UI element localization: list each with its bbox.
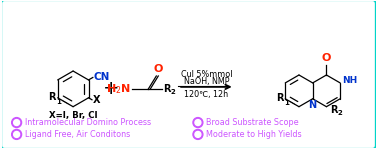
- Circle shape: [193, 129, 203, 139]
- Circle shape: [195, 120, 201, 125]
- Text: Ligand Free, Air Conditons: Ligand Free, Air Conditons: [25, 130, 130, 139]
- Circle shape: [14, 120, 20, 125]
- Circle shape: [12, 129, 22, 139]
- Text: R: R: [330, 105, 338, 115]
- Text: R: R: [48, 92, 56, 102]
- Text: CN: CN: [94, 72, 110, 83]
- Circle shape: [12, 118, 22, 128]
- Text: O: O: [322, 53, 331, 63]
- Text: X: X: [93, 95, 101, 105]
- Circle shape: [193, 118, 203, 128]
- Text: N: N: [308, 100, 316, 110]
- Text: X=I, Br, Cl: X=I, Br, Cl: [49, 111, 98, 120]
- Text: 2: 2: [170, 89, 175, 95]
- Text: NaOH, NMP: NaOH, NMP: [184, 77, 229, 86]
- Text: 1: 1: [56, 99, 61, 105]
- Text: Broad Substrate Scope: Broad Substrate Scope: [206, 118, 299, 127]
- Text: NH: NH: [342, 76, 357, 85]
- Text: Intramolecular Domino Process: Intramolecular Domino Process: [25, 118, 151, 127]
- Text: 120℃, 12h: 120℃, 12h: [184, 90, 228, 99]
- Text: Moderate to High Yields: Moderate to High Yields: [206, 130, 302, 139]
- Text: 1: 1: [284, 100, 289, 106]
- Text: +: +: [102, 79, 119, 98]
- Text: O: O: [153, 64, 163, 74]
- Circle shape: [195, 131, 201, 137]
- Text: H$_2$N: H$_2$N: [105, 82, 130, 96]
- Text: 2: 2: [337, 110, 342, 116]
- Circle shape: [14, 131, 20, 137]
- Text: R: R: [276, 93, 283, 103]
- Text: CuI 5%mmol: CuI 5%mmol: [181, 70, 232, 80]
- Text: R: R: [163, 84, 171, 94]
